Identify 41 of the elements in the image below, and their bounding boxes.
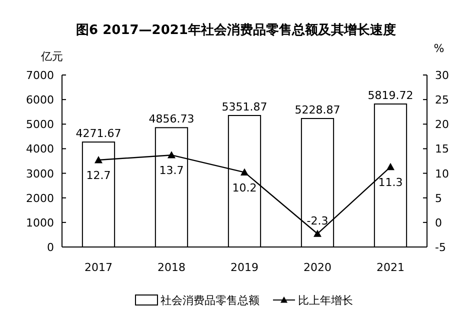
point xyxy=(94,156,102,164)
data-label: 13.7 xyxy=(159,164,184,178)
data-label: 12.7 xyxy=(86,169,111,182)
data-label: 11.3 xyxy=(378,176,403,189)
y2-tick-label: 25 xyxy=(435,94,449,107)
data-label: 4271.67 xyxy=(76,127,122,140)
data-label: -2.3 xyxy=(306,214,328,228)
y2-axis-title: % xyxy=(434,42,444,55)
y-tick-label: 7000 xyxy=(26,69,54,82)
y2-tick-label: 0 xyxy=(435,216,442,230)
y-tick-label: 0 xyxy=(47,241,54,254)
x-tick-label: 2020 xyxy=(304,261,332,274)
point xyxy=(240,168,248,176)
legend-label: 比上年增长 xyxy=(298,294,353,307)
data-label: 10.2 xyxy=(232,181,257,194)
x-tick-label: 2017 xyxy=(84,261,112,274)
data-label: 5228.87 xyxy=(294,104,340,117)
y-axis-title: 亿元 xyxy=(40,50,63,63)
y-tick-label: 5000 xyxy=(26,118,54,132)
legend-label: 社会消费品零售总额 xyxy=(160,294,260,307)
chart-title: 图6 2017—2021年社会消费品零售总额及其增长速度 xyxy=(76,22,396,38)
y2-tick-label: -5 xyxy=(435,241,446,254)
y2-tick-label: 20 xyxy=(435,118,449,132)
data-label: 4856.73 xyxy=(148,112,194,126)
data-label: 5819.72 xyxy=(368,89,414,102)
y-tick-label: 6000 xyxy=(26,94,54,107)
point xyxy=(168,151,176,158)
point xyxy=(386,162,394,170)
point xyxy=(314,230,322,237)
data-label: 5351.87 xyxy=(222,100,268,114)
y2-tick-label: 15 xyxy=(435,142,449,156)
y2-tick-label: 10 xyxy=(435,167,449,180)
x-tick-label: 2019 xyxy=(230,261,258,274)
x-tick-label: 2018 xyxy=(158,261,186,274)
x-tick-label: 2021 xyxy=(376,261,404,274)
y2-tick-label: 5 xyxy=(435,192,442,205)
y-tick-label: 2000 xyxy=(26,192,54,205)
y2-tick-label: 30 xyxy=(435,69,449,82)
y-tick-label: 1000 xyxy=(26,216,54,230)
y-tick-label: 3000 xyxy=(26,167,54,180)
y-tick-label: 4000 xyxy=(26,142,54,156)
